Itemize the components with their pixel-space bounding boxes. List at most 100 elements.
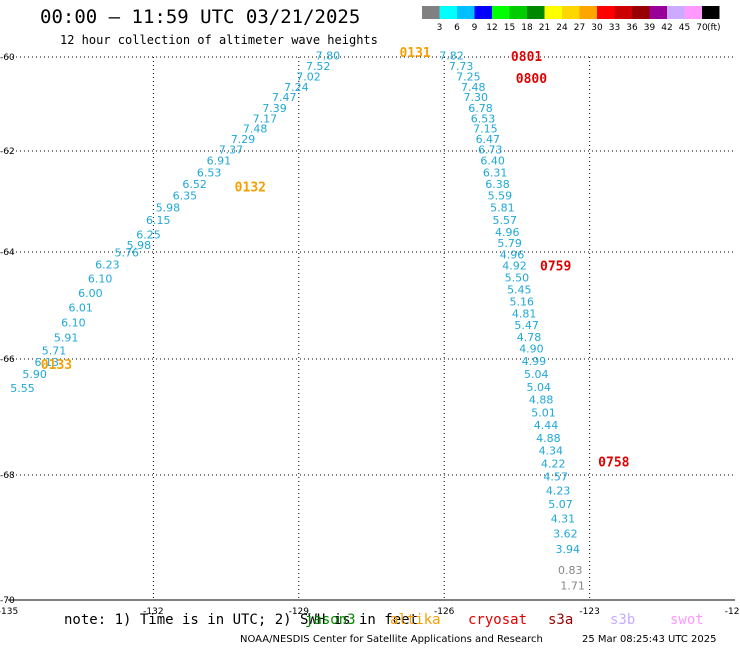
longitude-tick-label: -135: [0, 607, 18, 617]
wave-height-value: 4.31: [551, 513, 576, 526]
wave-height-value: 5.57: [493, 214, 518, 227]
longitude-tick-label: -120: [725, 607, 740, 617]
latitude-tick-label: -64: [0, 248, 15, 258]
wave-height-value: 6.10: [61, 316, 86, 329]
color-scale-label: 33: [609, 23, 620, 33]
wave-height-value: 6.10: [88, 272, 113, 285]
wave-height-value: 5.90: [22, 368, 47, 381]
color-scale-swatch: [492, 6, 510, 19]
wave-height-value: 5.76: [114, 246, 139, 259]
color-scale-swatch: [649, 6, 667, 19]
wave-height-value: 4.96: [495, 226, 520, 239]
color-scale-label: 6: [454, 23, 460, 33]
color-scale-label: 15: [504, 23, 515, 33]
wave-height-value: 4.88: [536, 432, 561, 445]
color-scale-swatch: [702, 6, 720, 19]
pass-time-label: 0131: [399, 46, 430, 61]
footer-credit: NOAA/NESDIS Center for Satellite Applica…: [240, 634, 543, 645]
wave-height-value: 7.29: [231, 133, 256, 146]
wave-height-value: 7.48: [243, 123, 268, 136]
wave-height-value: 6.91: [207, 155, 232, 168]
wave-height-value: 5.47: [514, 319, 539, 332]
wave-height-value: 6.35: [173, 189, 198, 202]
wave-height-value: 3.94: [556, 543, 581, 556]
wave-height-value: 6.00: [78, 287, 103, 300]
wave-height-value: 5.91: [54, 331, 79, 344]
wave-height-value: 4.57: [543, 471, 568, 484]
latitude-tick-label: -66: [0, 355, 15, 365]
wave-height-value: 7.25: [456, 71, 481, 84]
wave-height-value: 6.53: [471, 112, 496, 125]
wave-height-value: 6.25: [136, 228, 161, 241]
satellite-jason3-label: jason3: [305, 612, 356, 628]
wave-height-value: 6.78: [468, 102, 493, 115]
wave-height-value: 4.78: [517, 331, 542, 344]
wave-height-value: 4.44: [534, 419, 559, 432]
longitude-tick-label: -132: [143, 607, 163, 617]
color-scale-swatch: [509, 6, 527, 19]
color-scale-label: 18: [521, 23, 533, 33]
color-scale-swatch: [667, 6, 685, 19]
color-scale-swatch: [422, 6, 440, 19]
wave-height-value: 7.15: [473, 123, 498, 136]
wave-height-value: 1.71: [560, 579, 585, 592]
wave-height-value: 6.38: [485, 178, 510, 191]
wave-height-value: 5.07: [548, 498, 573, 511]
wave-height-value: 4.23: [546, 484, 571, 497]
wave-height-value: 5.45: [507, 284, 532, 297]
wave-height-value: 6.23: [95, 259, 120, 272]
wave-height-value: 4.81: [512, 307, 537, 320]
color-scale-swatch: [457, 6, 475, 19]
color-scale-label: 9: [472, 23, 478, 33]
color-scale-swatch: [474, 6, 492, 19]
color-scale-swatch: [614, 6, 632, 19]
wave-height-value: 6.13: [35, 356, 60, 369]
note-text: note: 1) Time is in UTC; 2) SWH is in fe…: [64, 612, 419, 628]
satellite-s3a-label: s3a: [548, 612, 574, 628]
wave-height-value: 7.82: [439, 49, 464, 62]
color-scale-label: 42: [661, 23, 672, 33]
wave-height-value: 6.52: [182, 178, 207, 191]
wave-height-value: 7.47: [272, 91, 297, 104]
wave-height-value: 6.73: [478, 144, 503, 157]
wave-height-value: 5.50: [505, 271, 530, 284]
color-scale-label: 27: [574, 23, 585, 33]
wave-height-value: 5.04: [526, 381, 551, 394]
wave-height-value: 4.22: [541, 457, 566, 470]
satellite-altika-label: altika: [390, 612, 441, 628]
color-scale-label: 12: [486, 23, 497, 33]
color-scale-swatch: [544, 6, 562, 19]
wave-height-value: 7.24: [284, 81, 309, 94]
map-subtitle: 12 hour collection of altimeter wave hei…: [60, 33, 378, 47]
color-scale-unit: (ft): [707, 23, 721, 33]
wave-height-value: 5.04: [524, 368, 549, 381]
latitude-tick-label: -68: [0, 471, 15, 481]
color-scale-swatch: [579, 6, 597, 19]
longitude-tick-label: -126: [434, 607, 455, 617]
color-scale-label: 39: [644, 23, 656, 33]
wave-height-value: 6.53: [197, 166, 222, 179]
wave-height-value: 5.98: [156, 202, 181, 215]
longitude-tick-label: -123: [579, 607, 599, 617]
wave-height-value: 7.37: [219, 144, 244, 157]
wave-height-value: 7.80: [316, 49, 341, 62]
wave-height-value: 6.15: [146, 214, 171, 227]
wave-height-value: 5.81: [490, 202, 515, 215]
wave-height-value: 4.34: [539, 445, 564, 458]
wave-height-value: 7.39: [262, 102, 287, 115]
color-scale-swatch: [684, 6, 702, 19]
wave-height-value: 5.71: [42, 345, 67, 358]
wave-height-value: 5.98: [127, 239, 152, 252]
color-scale-label: 30: [591, 23, 603, 33]
wave-height-value: 6.40: [480, 155, 505, 168]
wave-height-value: 6.31: [483, 166, 508, 179]
wave-height-value: 7.48: [461, 81, 486, 94]
pass-time-label: 0800: [516, 72, 547, 87]
pass-time-label: 0801: [511, 50, 542, 65]
longitude-tick-label: -129: [289, 607, 310, 617]
wave-height-value: 7.02: [296, 71, 321, 84]
color-scale-swatch: [632, 6, 650, 19]
color-scale-label: 3: [437, 23, 443, 33]
wave-height-value: 0.83: [558, 564, 583, 577]
